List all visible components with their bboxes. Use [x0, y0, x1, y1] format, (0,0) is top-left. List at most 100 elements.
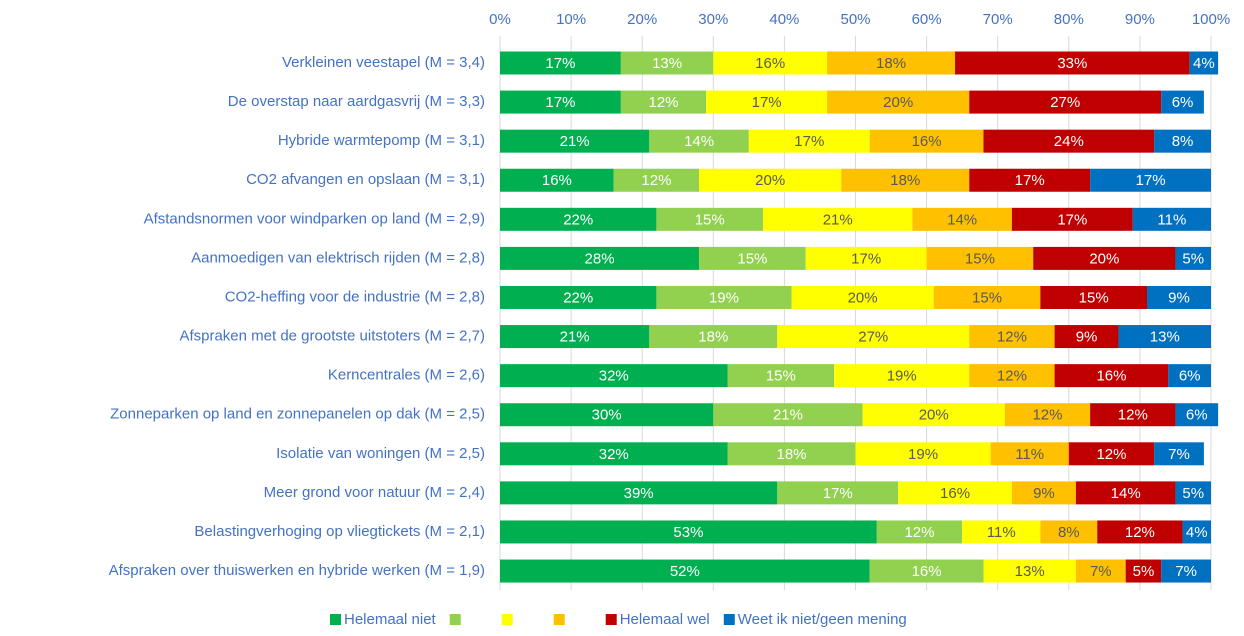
bar-segment — [500, 90, 621, 114]
data-label: 20% — [919, 407, 949, 424]
bar-segment — [500, 481, 778, 505]
x-tick-label: 50% — [840, 11, 870, 28]
data-label: 14% — [684, 133, 714, 150]
category-label: Zonneparken op land en zonnepanelen op d… — [110, 406, 485, 423]
data-label: 17% — [545, 94, 575, 111]
legend-label: Helemaal niet — [344, 611, 437, 628]
data-label: 30% — [592, 407, 622, 424]
bar-segment — [983, 129, 1155, 153]
data-label: 11% — [1015, 446, 1044, 463]
bar-segment — [1168, 364, 1211, 388]
bar-segment — [727, 364, 835, 388]
data-label: 12% — [1096, 446, 1126, 463]
bar-segment — [898, 481, 1012, 505]
bar-segment — [500, 325, 650, 349]
data-label: 53% — [673, 524, 703, 541]
bar-segment — [649, 325, 778, 349]
bar-segment — [1011, 481, 1076, 505]
data-label: 6% — [1186, 407, 1208, 424]
data-label: 9% — [1168, 289, 1190, 306]
bar-segment — [500, 559, 870, 583]
bar-segment — [727, 442, 856, 466]
bar-segment — [500, 520, 877, 544]
data-label: 18% — [698, 329, 728, 346]
data-label: 13% — [652, 55, 682, 72]
bar-segment — [500, 285, 657, 309]
data-label: 17% — [545, 55, 575, 72]
bar-segment — [834, 364, 970, 388]
data-label: 17% — [1015, 172, 1045, 189]
x-tick-label: 80% — [1054, 11, 1084, 28]
bar-segment — [1090, 168, 1211, 192]
category-label: Afstandsnormen voor windparken op land (… — [144, 210, 485, 227]
category-label: Verkleinen veestapel (M = 3,4) — [282, 54, 485, 71]
x-tick-label: 100% — [1192, 11, 1230, 28]
legend-swatch — [501, 614, 513, 625]
legend-label: Weet ik niet/geen mening — [738, 611, 907, 628]
data-label: 27% — [1050, 94, 1080, 111]
data-label: 6% — [1179, 368, 1201, 385]
bar-segment — [1040, 285, 1148, 309]
x-tick-label: 70% — [983, 11, 1013, 28]
data-label: 22% — [563, 289, 593, 306]
data-label: 14% — [947, 211, 977, 228]
data-label: 13% — [1150, 329, 1180, 346]
bar-segment — [1175, 246, 1211, 270]
data-label: 18% — [876, 55, 906, 72]
bar-segment — [827, 51, 956, 75]
category-label: Afspraken over thuiswerken en hybride we… — [109, 562, 485, 579]
data-label: 17% — [1057, 211, 1087, 228]
bar-segment — [1161, 90, 1204, 114]
legend-swatch — [723, 614, 735, 625]
data-label: 7% — [1090, 563, 1112, 580]
bar-segment — [862, 403, 1005, 427]
data-label: 15% — [965, 250, 995, 267]
data-label: 18% — [890, 172, 920, 189]
data-label: 12% — [649, 94, 679, 111]
bar-segment — [855, 442, 991, 466]
data-label: 11% — [987, 524, 1016, 541]
bar-segment — [805, 246, 927, 270]
bar-segment — [1118, 325, 1211, 349]
data-label: 16% — [542, 172, 572, 189]
bar-segment — [620, 90, 707, 114]
data-label: 21% — [823, 211, 853, 228]
data-label: 5% — [1182, 250, 1204, 267]
data-label: 12% — [1032, 407, 1062, 424]
bar-segment — [777, 325, 970, 349]
data-label: 12% — [997, 329, 1027, 346]
data-label: 9% — [1033, 485, 1055, 502]
bar-segment — [1068, 442, 1155, 466]
bar-segment — [1011, 207, 1133, 231]
bar-segment — [1075, 481, 1176, 505]
data-label: 17% — [823, 485, 853, 502]
bar-segment — [500, 129, 650, 153]
data-label: 15% — [1079, 289, 1109, 306]
category-label: Afspraken met de grootste uitstoters (M … — [179, 328, 485, 345]
bar-segment — [1075, 559, 1126, 583]
category-label: Aanmoedigen van elektrisch rijden (M = 2… — [191, 249, 485, 266]
bar-segment — [1161, 559, 1211, 583]
bar-segment — [500, 403, 714, 427]
x-tick-label: 30% — [698, 11, 728, 28]
x-tick-label: 20% — [627, 11, 657, 28]
bar-segment — [1175, 481, 1211, 505]
bar-segment — [876, 520, 963, 544]
data-label: 33% — [1057, 55, 1087, 72]
data-label: 5% — [1133, 563, 1155, 580]
bar-segment — [500, 246, 700, 270]
bar-segment — [827, 90, 970, 114]
bar-segment — [969, 364, 1055, 388]
bar-segment — [1097, 520, 1183, 544]
bar-segment — [869, 559, 984, 583]
bar-segment — [500, 51, 621, 75]
data-label: 7% — [1168, 446, 1190, 463]
data-label: 12% — [997, 368, 1027, 385]
bar-segment — [869, 129, 984, 153]
data-label: 5% — [1182, 485, 1204, 502]
category-label: CO2 afvangen en opslaan (M = 3,1) — [246, 171, 485, 188]
x-tick-label: 0% — [489, 11, 511, 28]
data-label: 17% — [794, 133, 824, 150]
bar-segment — [791, 285, 934, 309]
